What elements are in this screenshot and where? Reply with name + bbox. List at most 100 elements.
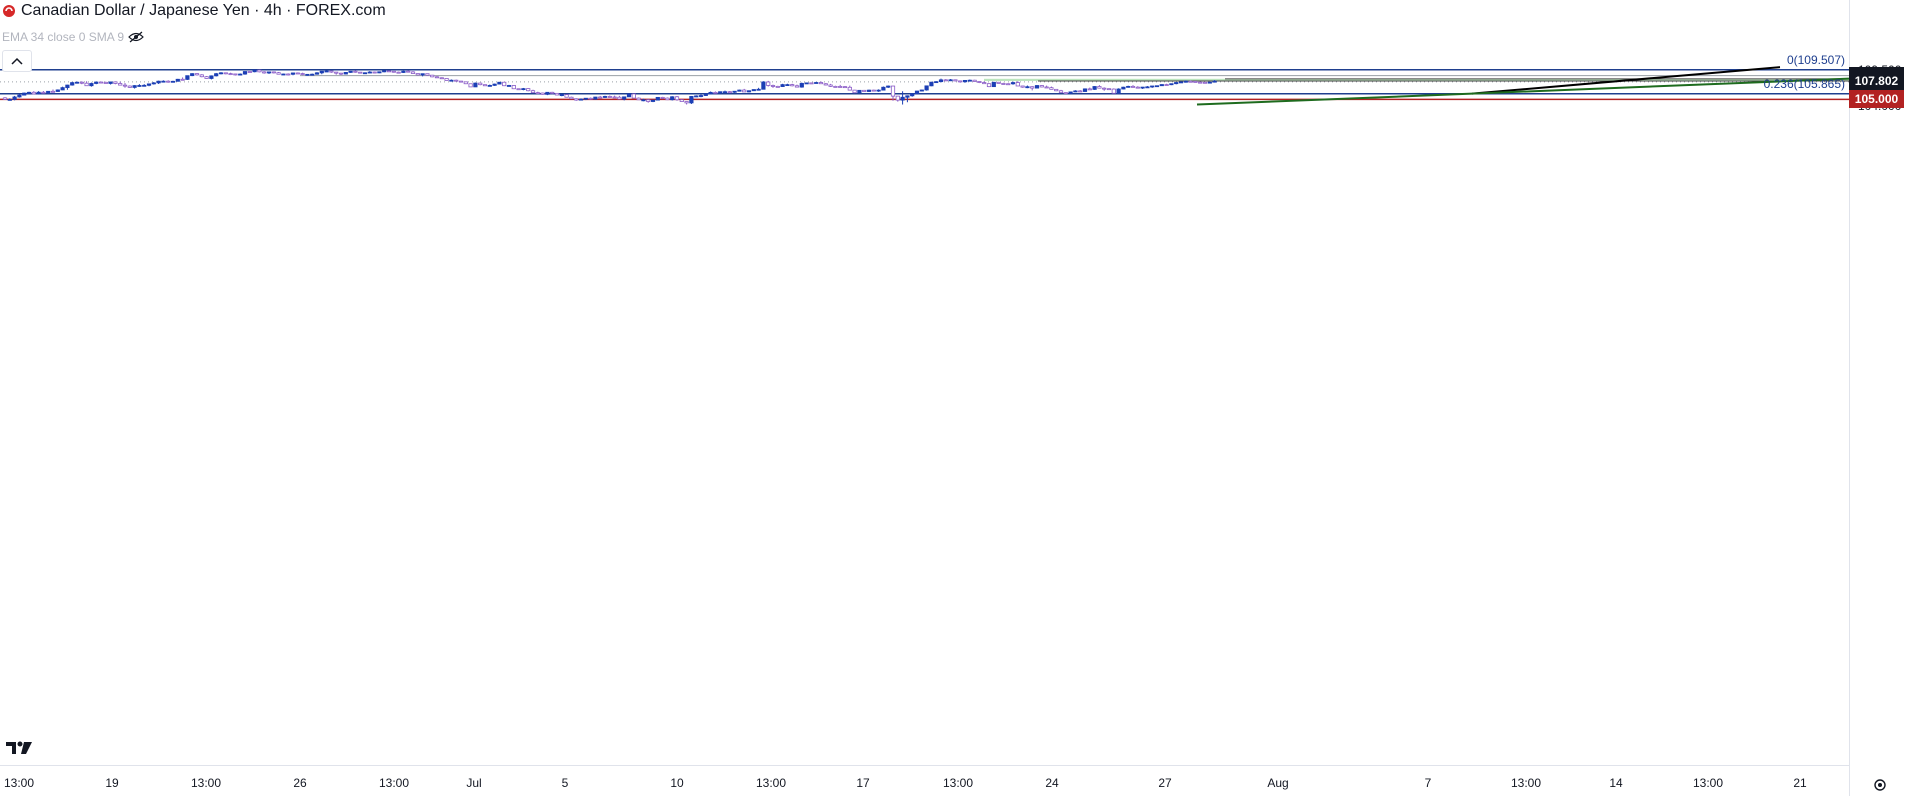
candle	[281, 73, 286, 76]
candle	[794, 84, 800, 88]
candle-body	[924, 85, 929, 91]
candle-body	[170, 80, 176, 83]
time-tick-label: Jul	[466, 776, 482, 790]
gear-icon[interactable]	[1873, 778, 1887, 792]
candle-body	[492, 83, 497, 86]
candle	[1174, 82, 1179, 85]
candle	[698, 94, 704, 98]
candle	[852, 89, 857, 94]
candle	[1140, 86, 1145, 89]
candle-body	[137, 85, 142, 87]
candle-body	[550, 91, 555, 94]
candle-body	[593, 96, 598, 100]
candle-body	[1097, 86, 1102, 89]
collapse-legend-button[interactable]	[2, 50, 32, 72]
candle	[862, 89, 867, 92]
hidden-eye-icon[interactable]	[128, 31, 144, 43]
time-tick-label: 26	[293, 776, 307, 790]
candle-body	[684, 101, 689, 104]
candle-body	[468, 83, 473, 88]
candle-body	[214, 73, 219, 77]
candle	[386, 70, 392, 73]
candle	[674, 96, 680, 101]
candle-body	[554, 92, 560, 96]
time-tick-label: 13:00	[1510, 776, 1542, 790]
time-axis[interactable]	[0, 765, 1849, 797]
candle	[1030, 86, 1035, 91]
candle-body	[718, 91, 723, 94]
candle	[454, 79, 459, 82]
candle-body	[732, 90, 737, 93]
candle-body	[266, 71, 272, 74]
candle-body	[478, 82, 483, 86]
candle-body	[142, 84, 147, 87]
candle	[420, 73, 425, 77]
candle	[401, 70, 406, 73]
candle-body	[1178, 81, 1184, 84]
candle	[982, 81, 987, 85]
candle-body	[818, 82, 824, 85]
candle-body	[218, 72, 224, 75]
candle	[991, 81, 996, 88]
candle	[1111, 88, 1116, 94]
candle-body	[790, 84, 795, 87]
candle-body	[650, 99, 656, 102]
candle	[641, 98, 646, 102]
trendline-green[interactable]	[1196, 77, 1849, 106]
candle-body	[828, 84, 833, 87]
price-axis[interactable]	[1849, 0, 1906, 796]
candle-body	[900, 96, 905, 101]
candle	[74, 81, 80, 84]
candle	[569, 96, 574, 100]
price-chart[interactable]	[0, 0, 1849, 765]
candle-body	[74, 81, 80, 84]
candle-body	[934, 81, 939, 84]
chevron-up-icon	[11, 57, 23, 65]
candle-body	[194, 73, 200, 76]
candle	[516, 88, 521, 91]
candle	[1169, 83, 1174, 86]
candle-body	[281, 73, 286, 76]
candle	[1010, 81, 1016, 85]
candle-body	[967, 79, 972, 82]
candle	[84, 81, 89, 87]
candle	[814, 81, 819, 84]
candle	[521, 87, 526, 91]
candle-body	[79, 81, 84, 84]
candle-body	[809, 82, 814, 85]
candle-body	[953, 79, 958, 82]
candle	[1135, 86, 1140, 89]
candle-body	[703, 93, 708, 96]
candle-body	[1078, 90, 1083, 93]
candle	[1178, 81, 1184, 84]
candle	[617, 95, 622, 100]
candle-body	[521, 88, 526, 91]
candle-body	[430, 74, 435, 78]
candle-body	[1025, 86, 1030, 89]
trendline-black[interactable]	[1471, 66, 1781, 95]
candle-body	[1020, 85, 1025, 88]
candle	[290, 72, 296, 76]
candle-body	[372, 71, 377, 74]
candle	[713, 91, 718, 94]
candle-body	[1034, 85, 1040, 89]
candle	[41, 90, 46, 94]
candle	[1193, 81, 1198, 83]
candle-body	[502, 81, 507, 87]
candle	[1087, 87, 1092, 91]
candle	[785, 83, 790, 87]
candle	[127, 85, 132, 88]
candle-body	[190, 73, 195, 77]
candle-body	[444, 78, 449, 81]
candle	[348, 70, 353, 73]
candle	[1102, 87, 1107, 91]
candle-body	[22, 92, 27, 96]
candle-body	[991, 81, 996, 88]
candle-body	[271, 71, 276, 74]
candle-body	[852, 89, 857, 94]
candle-body	[238, 73, 243, 76]
candle-body	[458, 80, 464, 83]
candle-body	[910, 93, 915, 97]
candle-body	[1058, 90, 1064, 94]
candle-body	[46, 90, 51, 94]
